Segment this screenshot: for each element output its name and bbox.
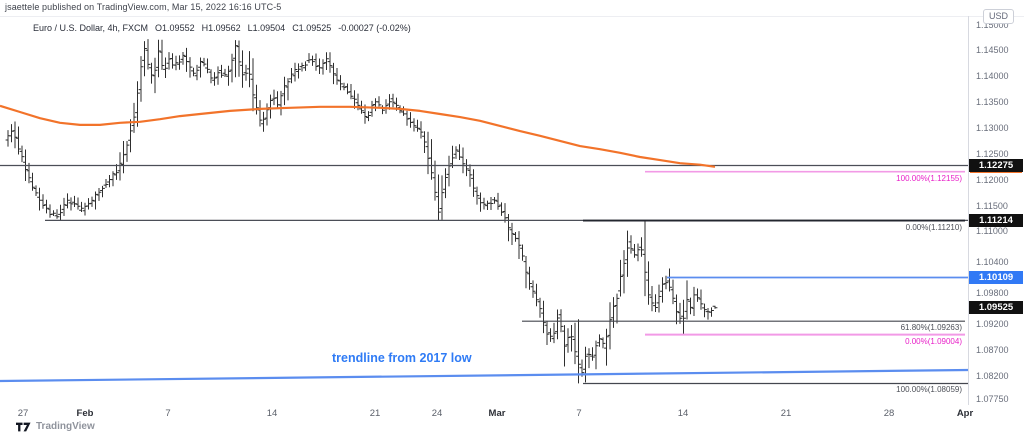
price-tick-1.15000: 1.15000 — [976, 19, 1009, 30]
legend-low-value: L1.09504 — [247, 23, 286, 33]
legend-close-value: C1.09525 — [292, 23, 332, 33]
price-badge-1.10109: 1.10109 — [969, 270, 1023, 284]
fib-0-lower-label: 0.00%(1.09004) — [905, 336, 962, 346]
time-tick-24: 24 — [431, 408, 443, 419]
publish-header: jsaettele published on TradingView.com, … — [5, 2, 282, 12]
fib-100-lower-label: 100.00%(1.08059) — [896, 385, 962, 395]
time-tick-28: 28 — [883, 408, 895, 419]
price-badge-1.12275: 1.12275 — [969, 158, 1023, 172]
time-tick-14: 14 — [677, 408, 689, 419]
price-tick-1.14000: 1.14000 — [976, 71, 1009, 82]
fib-618-label: 61.80%(1.09263) — [900, 323, 962, 333]
price-tick-1.14500: 1.14500 — [976, 45, 1009, 56]
price-tick-1.08700: 1.08700 — [976, 345, 1009, 356]
symbol-legend[interactable]: Euro / U.S. Dollar, 4h, FXCM O1.09552 H1.0… — [33, 23, 411, 33]
price-tick-1.12500: 1.12500 — [976, 148, 1009, 159]
price-tick-1.11000: 1.11000 — [976, 226, 1008, 237]
time-tick-21: 21 — [369, 408, 381, 419]
price-tick-1.13000: 1.13000 — [976, 122, 1009, 133]
fib-100-upper-label: 100.00%(1.12155) — [896, 173, 962, 183]
time-tick-7: 7 — [576, 408, 582, 419]
moving-average-line — [0, 104, 716, 168]
price-tick-1.12000: 1.12000 — [976, 174, 1009, 185]
ohlc-bars — [5, 39, 718, 384]
time-tick-21: 21 — [780, 408, 792, 419]
price-tick-1.10400: 1.10400 — [976, 257, 1009, 268]
price-tick-1.09800: 1.09800 — [976, 288, 1009, 299]
price-tick-1.11500: 1.11500 — [976, 200, 1008, 211]
time-tick-Mar: Mar — [488, 408, 506, 419]
tradingview-brand[interactable]: TradingView — [16, 421, 95, 432]
price-badge-1.11214: 1.11214 — [969, 213, 1023, 227]
legend-change-value: -0.00027 (-0.02%) — [338, 23, 411, 33]
currency-label: USD — [983, 9, 1015, 24]
time-tick-14: 14 — [266, 408, 278, 419]
tradingview-logo-icon — [16, 422, 31, 431]
tradingview-brand-text: TradingView — [36, 421, 95, 432]
price-tick-1.08200: 1.08200 — [976, 371, 1009, 382]
trendline-annotation: trendline from 2017 low — [332, 351, 472, 365]
legend-high-value: H1.09562 — [201, 23, 241, 33]
fib-0-upper-label: 0.00%(1.11210) — [905, 222, 962, 232]
symbol-title: Euro / U.S. Dollar, 4h, FXCM — [33, 23, 149, 33]
price-tick-1.07750: 1.07750 — [976, 394, 1009, 405]
price-tick-1.13500: 1.13500 — [976, 97, 1009, 108]
time-tick-Apr: Apr — [956, 408, 974, 419]
time-axis[interactable]: 27 Feb 7 14 21 24 Mar 7 14 21 28 Apr — [0, 405, 1024, 421]
time-tick-7: 7 — [165, 408, 171, 419]
time-tick-Feb: Feb — [76, 408, 94, 419]
price-badge-1.09525: 1.09525 — [969, 301, 1023, 315]
price-tick-1.09200: 1.09200 — [976, 319, 1009, 330]
time-tick-27: 27 — [17, 408, 29, 419]
legend-open-value: O1.09552 — [155, 23, 195, 33]
trendline-2017-low — [0, 368, 969, 383]
